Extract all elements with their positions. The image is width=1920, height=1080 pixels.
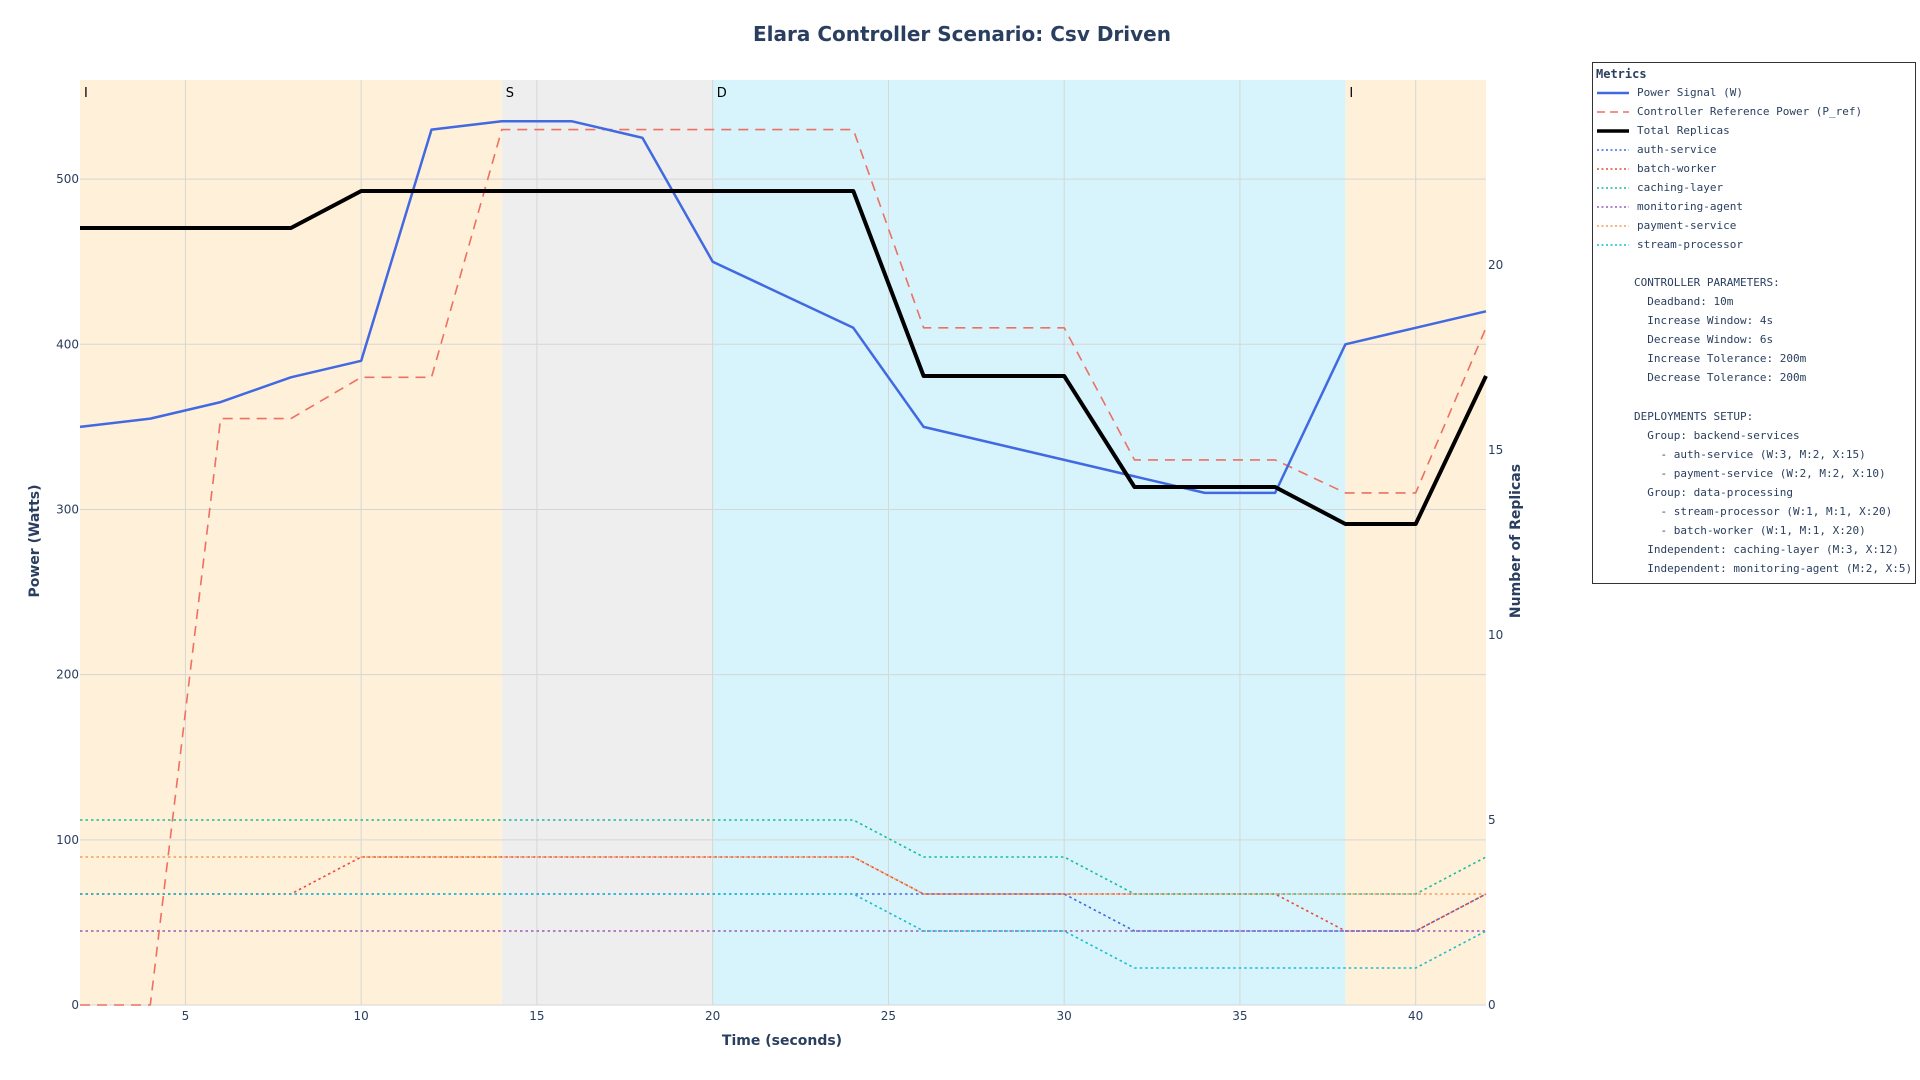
y-tick-label: 500 — [56, 172, 79, 186]
series-lines — [79, 120, 1488, 1006]
legend-item-label: Controller Reference Power (P_ref) — [1637, 105, 1863, 118]
phase-band-0 — [80, 80, 502, 1005]
series-line-total-replicas — [80, 189, 1488, 526]
y-tick-label: 0 — [71, 998, 79, 1012]
legend-item[interactable]: stream-processor — [1595, 235, 1913, 254]
grid-lines — [80, 80, 1486, 1006]
x-tick-label: 20 — [705, 1009, 720, 1023]
legend-item[interactable]: monitoring-agent — [1595, 197, 1913, 216]
legend: Metrics Power Signal (W) Controller Refer… — [1592, 62, 1916, 584]
legend-item-label: stream-processor — [1637, 238, 1743, 251]
legend-item[interactable]: batch-worker — [1595, 159, 1913, 178]
legend-swatch — [1597, 110, 1629, 113]
legend-item-label: monitoring-agent — [1637, 200, 1743, 213]
x-tick-label: 40 — [1408, 1009, 1423, 1023]
legend-swatch — [1597, 205, 1629, 208]
legend-item-label: batch-worker — [1637, 162, 1717, 175]
series-line-power-signal-w — [79, 120, 1487, 495]
legend-swatch — [1597, 91, 1629, 94]
y-tick-label: 100 — [56, 833, 79, 847]
legend-item-label: Power Signal (W) — [1637, 86, 1743, 99]
legend-item-label: payment-service — [1637, 219, 1737, 232]
y2-tick-label: 5 — [1488, 813, 1496, 827]
legend-title: Metrics — [1596, 67, 1647, 81]
y-tick-label: 200 — [56, 668, 79, 682]
legend-items: Power Signal (W) Controller Reference Pow… — [1595, 83, 1913, 254]
legend-item[interactable]: Power Signal (W) — [1595, 83, 1913, 102]
series-line-controller-reference-power-p-ref — [80, 128, 1487, 1006]
legend-item[interactable]: auth-service — [1595, 140, 1913, 159]
y2-axis-label: Number of Replicas — [1508, 464, 1524, 618]
y2-tick-label: 20 — [1488, 258, 1503, 272]
legend-swatch — [1597, 224, 1629, 227]
phase-label-1: S — [506, 86, 514, 101]
y2-tick-label: 15 — [1488, 443, 1503, 457]
phase-label-2: D — [717, 86, 727, 101]
legend-swatch — [1597, 243, 1629, 246]
x-tick-label: 30 — [1057, 1009, 1072, 1023]
phase-band-2 — [712, 80, 1346, 1005]
phase-band-1 — [501, 80, 713, 1005]
legend-item-label: auth-service — [1637, 143, 1717, 156]
series-line-caching-layer — [80, 819, 1487, 895]
x-tick-label: 15 — [529, 1009, 544, 1023]
y2-tick-label: 10 — [1488, 628, 1503, 642]
chart-title: Elara Controller Scenario: Csv Driven — [753, 22, 1171, 46]
legend-swatch — [1597, 167, 1629, 170]
legend-swatch — [1597, 148, 1629, 151]
x-tick-label: 25 — [881, 1009, 896, 1023]
y-axis-label: Power (Watts) — [27, 485, 43, 598]
y-tick-label: 300 — [56, 502, 79, 516]
y-tick-label: 400 — [56, 337, 79, 351]
phase-label-0: I — [84, 86, 88, 101]
legend-item[interactable]: Controller Reference Power (P_ref) — [1595, 102, 1913, 121]
legend-item[interactable]: payment-service — [1595, 216, 1913, 235]
legend-item-label: Total Replicas — [1637, 124, 1730, 137]
legend-notes: CONTROLLER PARAMETERS: Deadband: 10m Inc… — [1634, 276, 1913, 576]
y2-tick-label: 0 — [1488, 998, 1496, 1012]
x-axis-label: Time (seconds) — [722, 1033, 842, 1049]
x-tick-label: 5 — [182, 1009, 190, 1023]
legend-item[interactable]: caching-layer — [1595, 178, 1913, 197]
x-tick-label: 10 — [354, 1009, 369, 1023]
legend-item[interactable]: Total Replicas — [1595, 121, 1913, 140]
phase-label-3: I — [1349, 86, 1353, 101]
series-line-stream-processor — [80, 893, 1487, 969]
x-tick-label: 35 — [1232, 1009, 1247, 1023]
legend-swatch — [1597, 128, 1629, 133]
legend-item-label: caching-layer — [1637, 181, 1724, 194]
legend-swatch — [1597, 186, 1629, 189]
